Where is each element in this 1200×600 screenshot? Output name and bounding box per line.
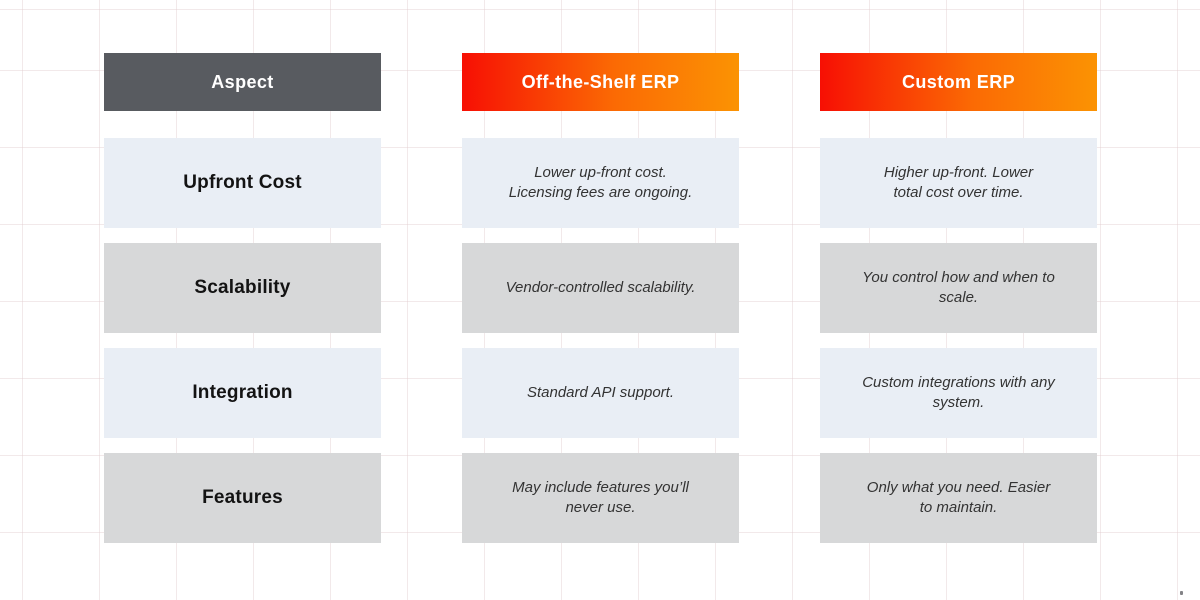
aspect-cell-scalability: Scalability [104, 243, 381, 333]
aspect-cell-integration: Integration [104, 348, 381, 438]
aspect-cell-features: Features [104, 453, 381, 543]
detail-cell-custom-integration: Custom integrations with any system. [820, 348, 1097, 438]
detail-cell-custom-upfront-cost: Higher up-front. Lower total cost over t… [820, 138, 1097, 228]
detail-cell-offtheshelf-features: May include features you’ll never use. [462, 453, 739, 543]
header-cell-off-the-shelf-erp: Off-the-Shelf ERP [462, 53, 739, 111]
stray-mark [1180, 591, 1183, 595]
header-cell-aspect: Aspect [104, 53, 381, 111]
detail-cell-custom-scalability: You control how and when to scale. [820, 243, 1097, 333]
aspect-cell-upfront-cost: Upfront Cost [104, 138, 381, 228]
header-cell-custom-erp: Custom ERP [820, 53, 1097, 111]
detail-cell-offtheshelf-upfront-cost: Lower up-front cost. Licensing fees are … [462, 138, 739, 228]
detail-cell-offtheshelf-integration: Standard API support. [462, 348, 739, 438]
detail-cell-custom-features: Only what you need. Easier to maintain. [820, 453, 1097, 543]
detail-cell-offtheshelf-scalability: Vendor-controlled scalability. [462, 243, 739, 333]
erp-comparison-table: Aspect Off-the-Shelf ERP Custom ERP Upfr… [104, 53, 1097, 543]
